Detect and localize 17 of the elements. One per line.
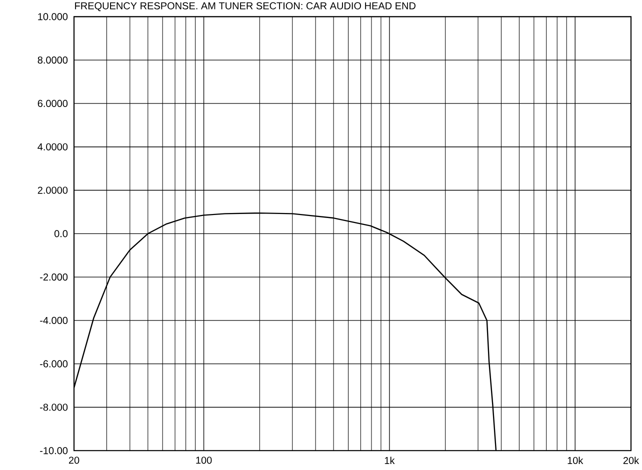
y-tick-label: -4.000 [40,316,68,324]
y-tick-label: 2.0000 [38,186,68,194]
x-tick-label: 100 [196,456,212,464]
y-tick-label: -10.00 [40,447,68,454]
y-tick-label: 4.0000 [38,143,68,150]
x-tick-label: 1k [384,456,395,464]
y-tick-label: 0.0 [54,230,68,238]
chart-title: FREQUENCY RESPONSE. AM TUNER SECTION: CAR AUDIO HEAD END [75,2,416,12]
x-tick-label: 10k [568,456,584,464]
y-tick-label: -6.000 [40,360,68,368]
y-tick-label: 8.0000 [38,56,68,64]
x-tick-label: 20 [68,456,80,464]
x-tick-label: 20k [623,456,640,464]
y-tick-label: -8.000 [40,404,68,411]
y-tick-label: 10.000 [38,13,68,20]
y-tick-label: 6.0000 [38,100,68,108]
y-tick-label: -2.000 [40,274,68,281]
